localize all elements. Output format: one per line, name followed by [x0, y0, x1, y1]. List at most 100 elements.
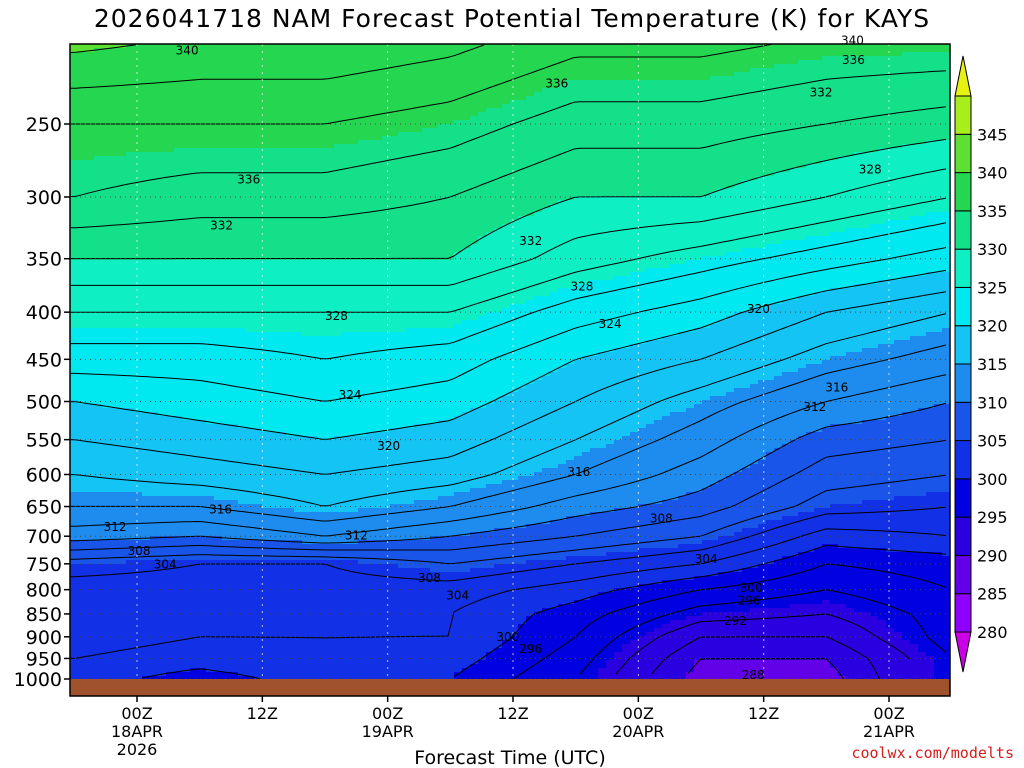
theta-cell — [214, 240, 223, 245]
theta-cell — [110, 296, 119, 301]
theta-cell — [126, 316, 135, 321]
theta-cell — [198, 260, 207, 265]
theta-cell — [102, 264, 111, 269]
theta-cell — [238, 500, 247, 505]
theta-cell — [118, 240, 127, 245]
theta-cell — [70, 596, 79, 601]
theta-cell — [174, 292, 183, 297]
theta-cell — [214, 76, 223, 81]
theta-cell — [270, 376, 279, 381]
theta-cell — [302, 164, 311, 169]
theta-cell — [110, 356, 119, 361]
theta-cell — [246, 416, 255, 421]
theta-cell — [302, 236, 311, 241]
theta-cell — [158, 208, 167, 213]
theta-cell — [142, 212, 151, 217]
theta-cell — [150, 364, 159, 369]
theta-cell — [238, 80, 247, 85]
theta-cell — [270, 636, 279, 641]
theta-cell — [270, 664, 279, 669]
theta-cell — [230, 280, 239, 285]
theta-cell — [278, 664, 287, 669]
theta-cell — [238, 620, 247, 625]
theta-cell — [70, 668, 79, 673]
theta-cell — [190, 364, 199, 369]
theta-cell — [70, 148, 79, 153]
theta-cell — [150, 208, 159, 213]
theta-cell — [286, 260, 295, 265]
theta-cell — [190, 236, 199, 241]
theta-cell — [286, 460, 295, 465]
theta-cell — [126, 588, 135, 593]
theta-cell — [86, 600, 95, 605]
theta-cell — [110, 200, 119, 205]
theta-cell — [86, 364, 95, 369]
theta-cell — [302, 124, 311, 129]
theta-cell — [142, 476, 151, 481]
theta-cell — [158, 428, 167, 433]
theta-cell — [294, 660, 303, 665]
theta-cell — [214, 72, 223, 77]
theta-cell — [198, 280, 207, 285]
theta-cell — [294, 512, 303, 517]
theta-cell — [190, 260, 199, 265]
theta-cell — [270, 520, 279, 525]
theta-cell — [310, 468, 319, 473]
theta-cell — [206, 324, 215, 329]
theta-cell — [190, 112, 199, 117]
theta-cell — [150, 248, 159, 253]
theta-cell — [94, 552, 103, 557]
theta-cell — [254, 352, 263, 357]
theta-cell — [182, 364, 191, 369]
theta-cell — [310, 176, 319, 181]
theta-cell — [166, 616, 175, 621]
theta-cell — [142, 656, 151, 661]
theta-cell — [246, 244, 255, 249]
theta-cell — [254, 212, 263, 217]
theta-cell — [78, 376, 87, 381]
theta-cell — [142, 628, 151, 633]
theta-cell — [302, 568, 311, 573]
theta-cell — [214, 88, 223, 93]
theta-cell — [286, 500, 295, 505]
theta-cell — [262, 160, 271, 165]
theta-cell — [102, 144, 111, 149]
theta-cell — [158, 660, 167, 665]
theta-cell — [134, 432, 143, 437]
theta-cell — [134, 304, 143, 309]
theta-cell — [118, 132, 127, 137]
theta-cell — [254, 368, 263, 373]
theta-cell — [110, 552, 119, 557]
theta-cell — [126, 500, 135, 505]
theta-cell — [198, 540, 207, 545]
theta-cell — [206, 160, 215, 165]
theta-cell — [182, 492, 191, 497]
theta-cell — [286, 388, 295, 393]
theta-cell — [270, 480, 279, 485]
theta-cell — [262, 520, 271, 525]
theta-cell — [86, 328, 95, 333]
theta-cell — [94, 660, 103, 665]
theta-cell — [174, 632, 183, 637]
theta-cell — [230, 88, 239, 93]
theta-cell — [142, 188, 151, 193]
theta-cell — [78, 556, 87, 561]
theta-cell — [166, 320, 175, 325]
theta-cell — [238, 52, 247, 57]
theta-cell — [134, 332, 143, 337]
theta-cell — [262, 244, 271, 249]
theta-cell — [174, 232, 183, 237]
theta-cell — [110, 484, 119, 489]
theta-cell — [238, 144, 247, 149]
theta-cell — [246, 260, 255, 265]
theta-cell — [134, 244, 143, 249]
theta-cell — [310, 304, 319, 309]
theta-cell — [182, 464, 191, 469]
theta-cell — [262, 152, 271, 157]
theta-cell — [310, 428, 319, 433]
theta-cell — [166, 488, 175, 493]
theta-cell — [150, 424, 159, 429]
theta-cell — [270, 456, 279, 461]
theta-cell — [86, 460, 95, 465]
theta-cell — [118, 352, 127, 357]
